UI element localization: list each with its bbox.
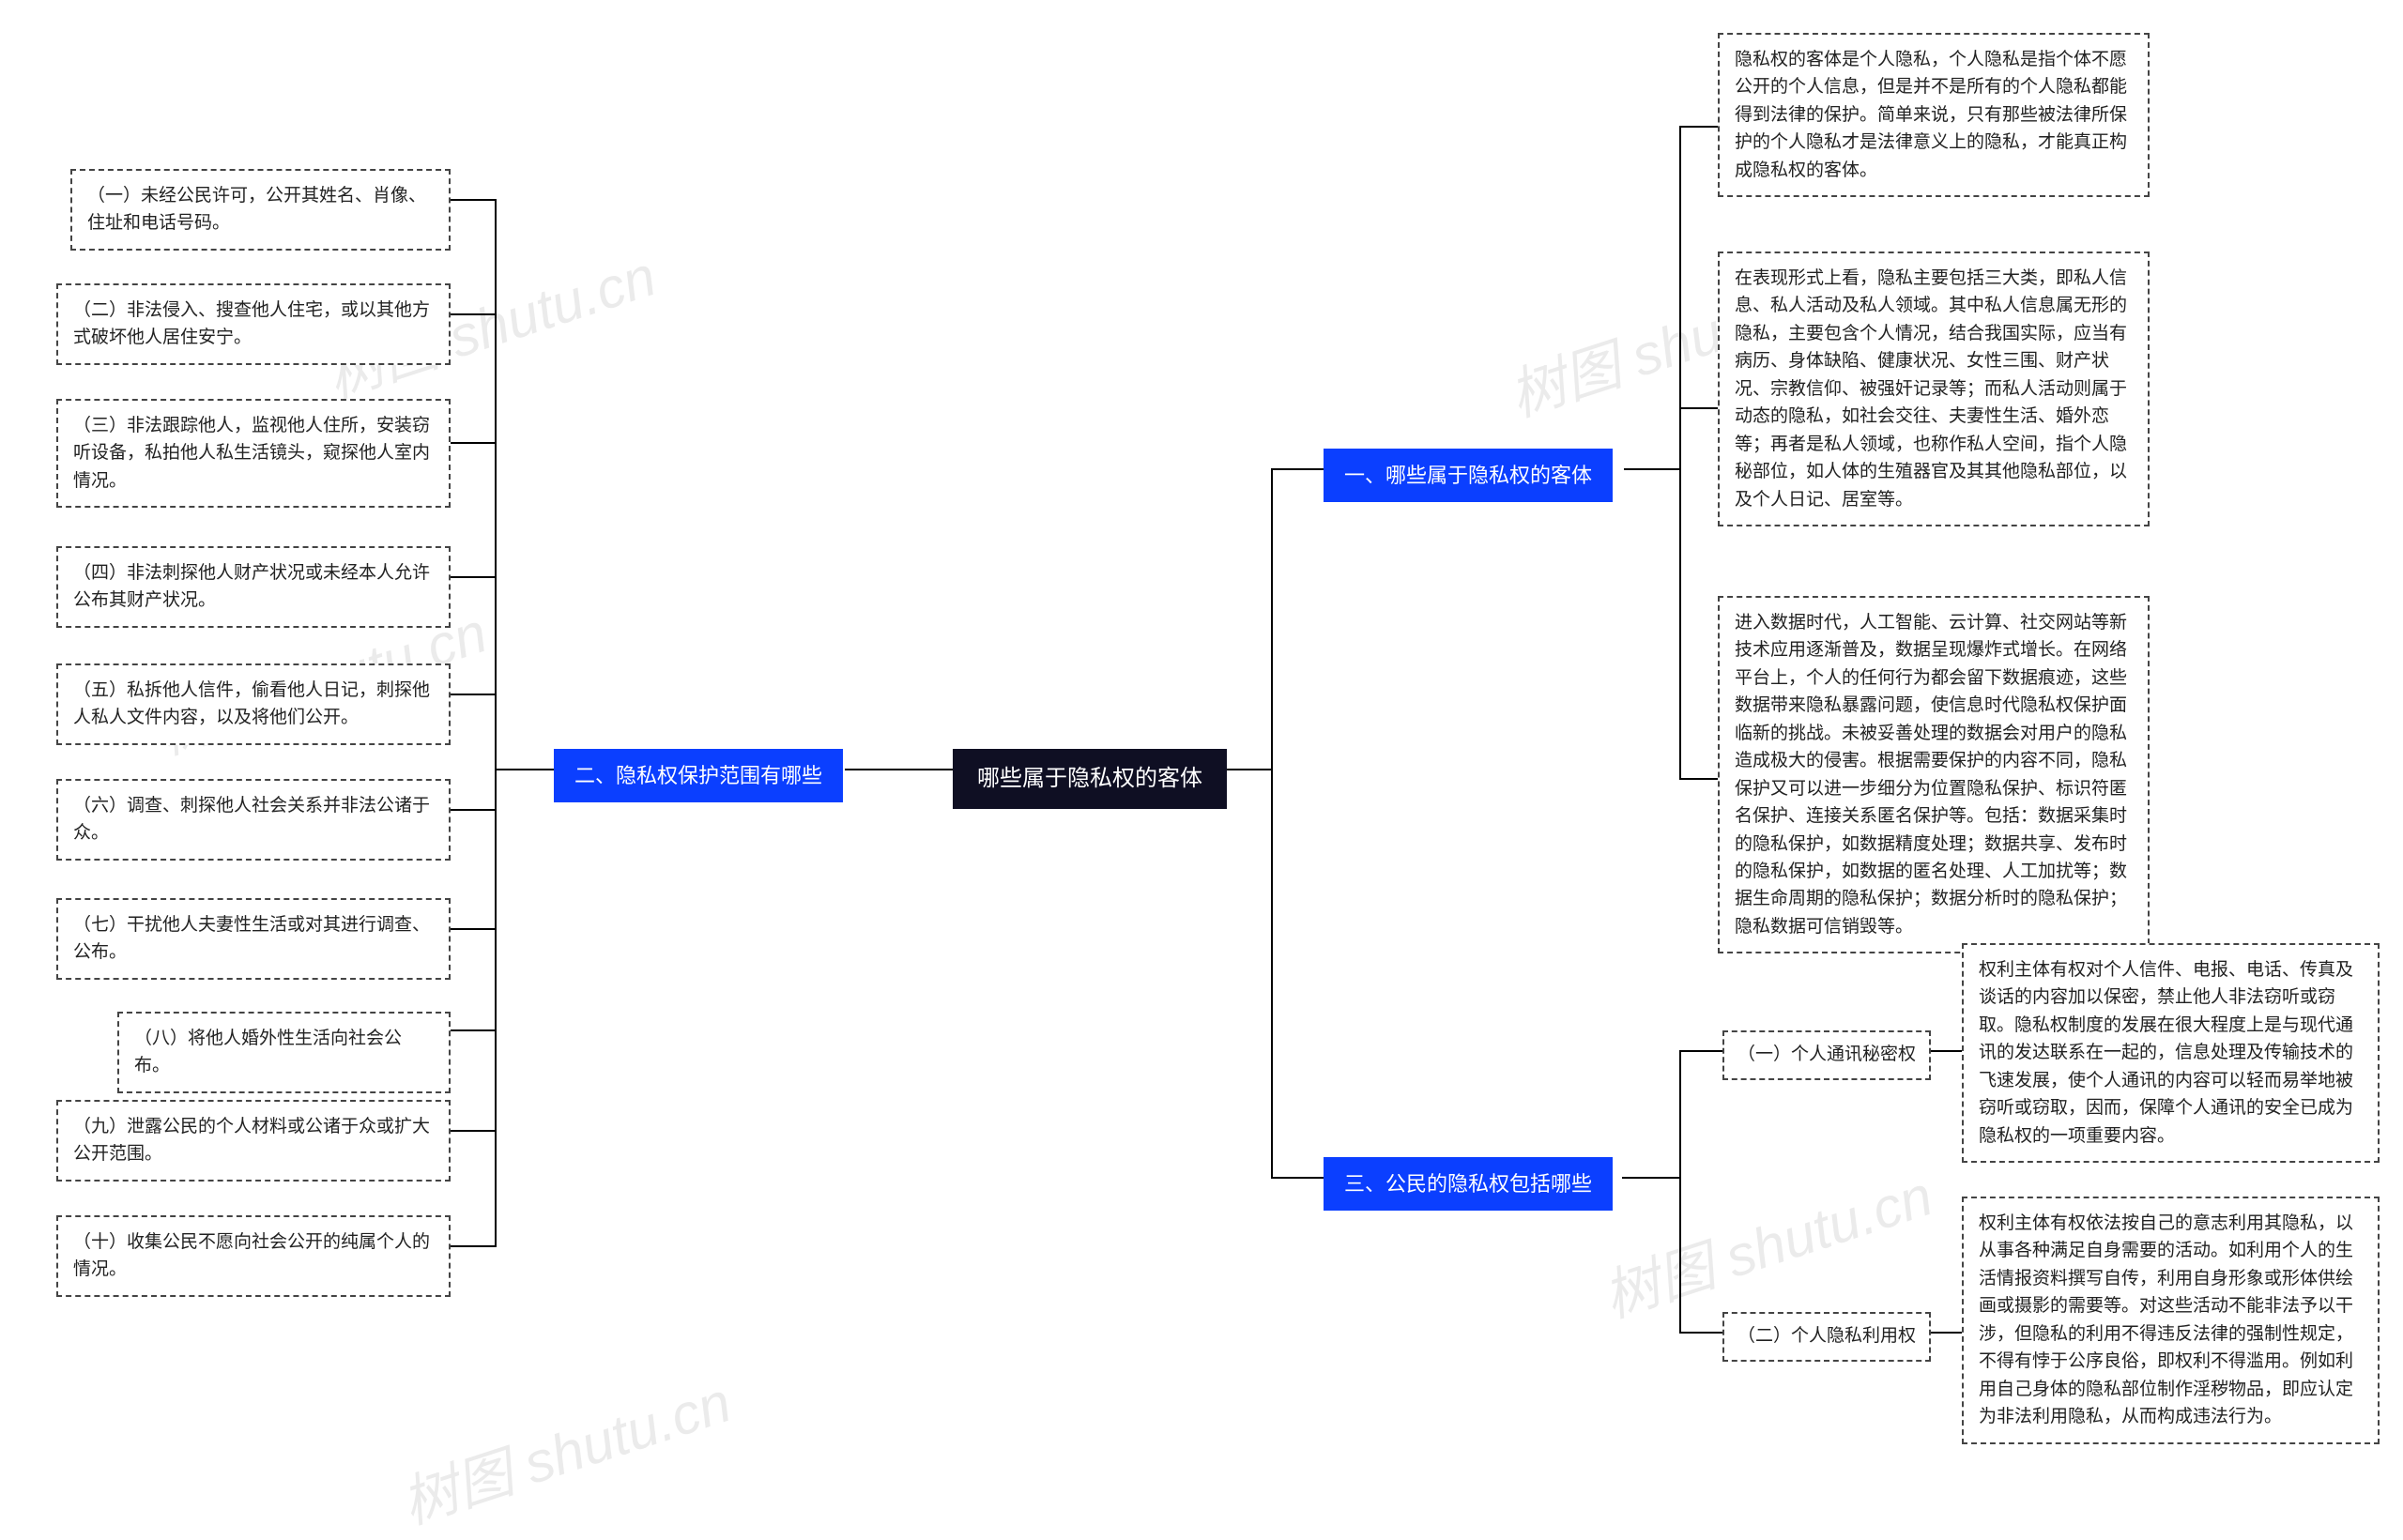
leaf-b2-7[interactable]: （八）将他人婚外性生活向社会公布。 xyxy=(117,1012,451,1093)
sub-b3-1-body[interactable]: 权利主体有权依法按自己的意志利用其隐私，以从事各种满足自身需要的活动。如利用个人… xyxy=(1962,1197,2380,1444)
watermark: 树图 shutu.cn xyxy=(390,1357,740,1540)
leaf-b1-0[interactable]: 隐私权的客体是个人隐私，个人隐私是指个体不愿公开的个人信息，但是并不是所有的个人… xyxy=(1718,33,2150,197)
branch-node-2[interactable]: 二、隐私权保护范围有哪些 xyxy=(554,749,843,802)
root-node[interactable]: 哪些属于隐私权的客体 xyxy=(953,749,1227,809)
leaf-b2-5[interactable]: （六）调查、刺探他人社会关系并非法公诸于众。 xyxy=(56,779,451,861)
leaf-b2-0[interactable]: （一）未经公民许可，公开其姓名、肖像、住址和电话号码。 xyxy=(70,169,451,251)
leaf-b1-2[interactable]: 进入数据时代，人工智能、云计算、社交网站等新技术应用逐渐普及，数据呈现爆炸式增长… xyxy=(1718,596,2150,953)
sub-b3-0-title[interactable]: （一）个人通讯秘密权 xyxy=(1722,1030,1931,1080)
leaf-b2-2[interactable]: （三）非法跟踪他人，监视他人住所，安装窃听设备，私拍他人私生活镜头，窥探他人室内… xyxy=(56,399,451,508)
leaf-b2-8[interactable]: （九）泄露公民的个人材料或公诸于众或扩大公开范围。 xyxy=(56,1100,451,1182)
leaf-b2-4[interactable]: （五）私拆他人信件，偷看他人日记，刺探他人私人文件内容，以及将他们公开。 xyxy=(56,663,451,745)
leaf-b2-6[interactable]: （七）干扰他人夫妻性生活或对其进行调查、公布。 xyxy=(56,898,451,980)
sub-b3-0-body[interactable]: 权利主体有权对个人信件、电报、电话、传真及谈话的内容加以保密，禁止他人非法窃听或… xyxy=(1962,943,2380,1163)
branch-node-3[interactable]: 三、公民的隐私权包括哪些 xyxy=(1324,1157,1613,1211)
leaf-b1-1[interactable]: 在表现形式上看，隐私主要包括三大类，即私人信息、私人活动及私人领域。其中私人信息… xyxy=(1718,252,2150,526)
branch-node-1[interactable]: 一、哪些属于隐私权的客体 xyxy=(1324,449,1613,502)
leaf-b2-3[interactable]: （四）非法刺探他人财产状况或未经本人允许公布其财产状况。 xyxy=(56,546,451,628)
watermark: 树图 shutu.cn xyxy=(1591,1151,1941,1334)
leaf-b2-1[interactable]: （二）非法侵入、搜查他人住宅，或以其他方式破坏他人居住安宁。 xyxy=(56,283,451,365)
sub-b3-1-title[interactable]: （二）个人隐私利用权 xyxy=(1722,1312,1931,1362)
leaf-b2-9[interactable]: （十）收集公民不愿向社会公开的纯属个人的情况。 xyxy=(56,1215,451,1297)
